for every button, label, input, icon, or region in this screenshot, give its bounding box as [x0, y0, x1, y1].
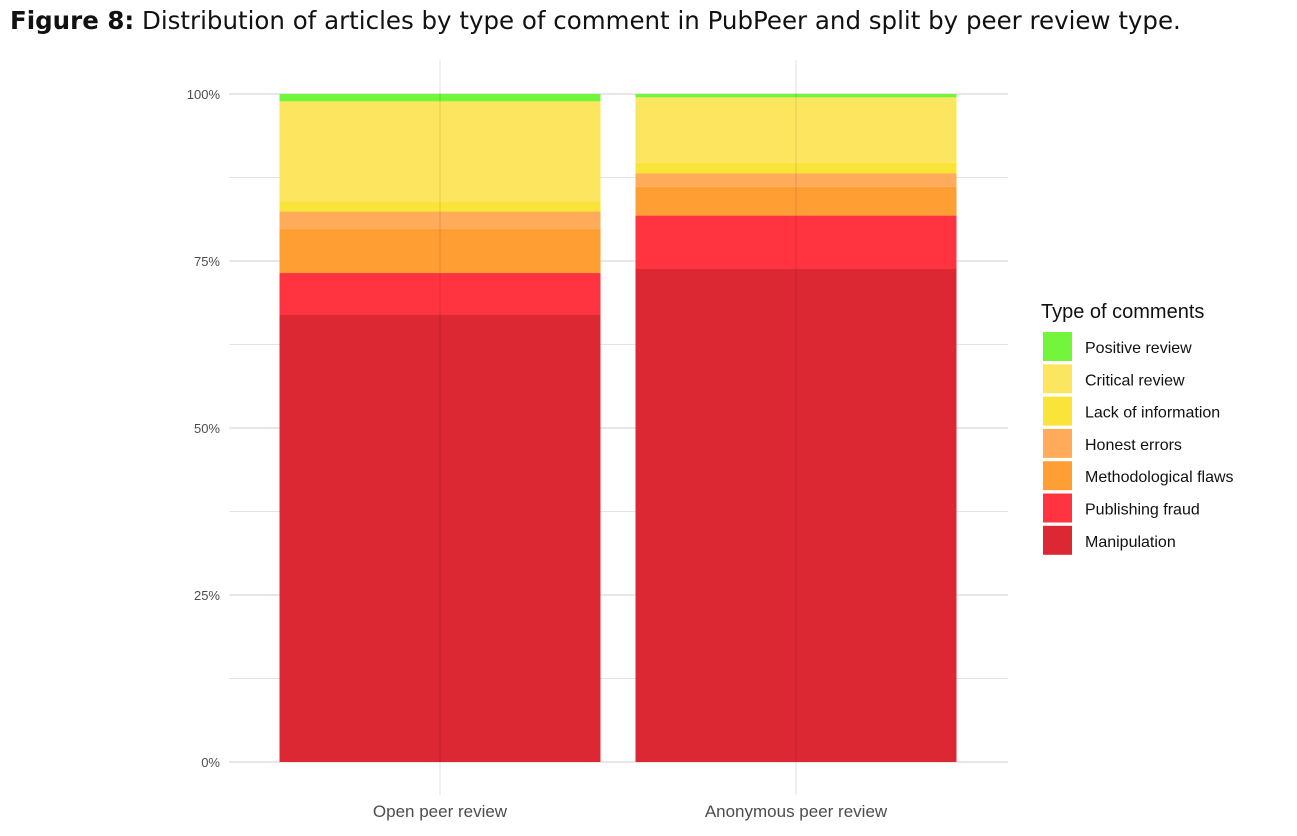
y-tick-label: 100% — [187, 87, 221, 102]
y-axis-ticks: 0% 25% 50% 75% 100% — [187, 87, 221, 770]
legend-title: Type of comments — [1041, 301, 1204, 323]
figure-caption-label: Figure 8: — [10, 6, 135, 35]
y-tick-label: 0% — [201, 755, 220, 770]
bar-segment — [279, 228, 601, 274]
legend-label: Publishing fraud — [1085, 502, 1200, 519]
legend-label: Manipulation — [1085, 534, 1176, 551]
legend-swatch — [1043, 493, 1072, 523]
bar-segment — [279, 94, 601, 102]
legend-swatch — [1043, 461, 1072, 491]
bar-segment — [279, 211, 601, 229]
legend-swatch — [1043, 525, 1072, 555]
bars — [279, 94, 957, 762]
bar-segment — [635, 269, 957, 762]
x-axis-ticks: Open peer review Anonymous peer review — [373, 802, 888, 821]
legend-items: Positive review Critical review Lack of in… — [1043, 332, 1234, 555]
bar-segment — [279, 101, 601, 202]
bar-segment — [635, 97, 957, 163]
legend-label: Critical review — [1085, 372, 1185, 389]
bar-segment — [279, 314, 601, 762]
bar-segment — [635, 173, 957, 187]
bar-segment — [635, 162, 957, 174]
bar-segment — [635, 186, 957, 216]
legend-label: Methodological flaws — [1085, 469, 1234, 486]
y-tick-label: 25% — [194, 588, 220, 603]
figure-caption: Figure 8: Distribution of articles by ty… — [10, 6, 1181, 35]
y-tick-label: 75% — [194, 254, 220, 269]
figure-caption-text: Distribution of articles by type of comm… — [134, 6, 1181, 35]
vertical-grid-lines — [439, 60, 797, 795]
legend-label: Positive review — [1085, 340, 1192, 357]
legend-swatch — [1043, 428, 1072, 458]
bar-segment — [635, 94, 957, 98]
bar-segment — [635, 215, 957, 270]
bar-segment — [279, 201, 601, 212]
legend: Type of comments Positive review Critical… — [1041, 301, 1234, 555]
bar-segment — [279, 273, 601, 315]
x-tick-label: Anonymous peer review — [705, 802, 888, 821]
legend-swatch — [1043, 332, 1072, 361]
legend-swatch — [1043, 364, 1072, 394]
y-tick-label: 50% — [194, 421, 220, 436]
x-tick-label: Open peer review — [373, 802, 508, 821]
legend-swatch — [1043, 396, 1072, 426]
legend-label: Lack of information — [1085, 405, 1220, 422]
legend-label: Honest errors — [1085, 437, 1182, 454]
